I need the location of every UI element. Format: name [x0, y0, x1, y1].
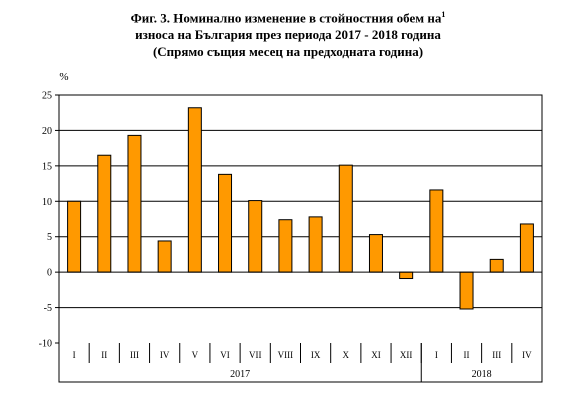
- bar: [368, 234, 383, 273]
- chart-title-footnote-mark: 1: [441, 10, 446, 19]
- bar: [429, 189, 444, 273]
- plot-frame: [58, 94, 543, 383]
- x-tick-label: IV: [522, 350, 532, 360]
- bar: [67, 200, 82, 273]
- bar: [489, 258, 504, 273]
- bar: [519, 223, 534, 273]
- x-tick-label: IV: [160, 350, 170, 360]
- chart-title-line-1-text: Фиг. 3. Номинално изменение в стойностни…: [130, 10, 442, 26]
- x-tick-label: V: [192, 350, 199, 360]
- x-tick-label: III: [130, 350, 139, 360]
- y-tick-label: 15: [42, 161, 52, 172]
- y-tick-label: 5: [47, 232, 52, 243]
- x-tick-label: VII: [249, 350, 262, 360]
- x-tick-label: II: [464, 350, 470, 360]
- bar: [187, 107, 202, 273]
- bar: [97, 154, 112, 273]
- bar: [218, 173, 233, 273]
- bar: [157, 240, 172, 273]
- chart-title: Фиг. 3. Номинално изменение в стойностни…: [0, 6, 576, 60]
- bar: [248, 200, 263, 273]
- bar: [459, 271, 474, 310]
- bar: [399, 271, 414, 280]
- x-tick-label: I: [435, 350, 438, 360]
- y-tick-label: 0: [47, 268, 52, 279]
- x-tick-label: VI: [220, 350, 230, 360]
- y-tick-label: -10: [39, 339, 52, 350]
- bar: [278, 219, 293, 273]
- bar: [338, 164, 353, 273]
- group-label: 2018: [472, 369, 492, 380]
- x-tick-label: II: [101, 350, 107, 360]
- y-tick-label: -5: [44, 303, 52, 314]
- group-label: 2017: [230, 369, 250, 380]
- x-tick-label: X: [343, 350, 350, 360]
- x-tick-label: XI: [371, 350, 381, 360]
- x-tick-label: VIII: [278, 350, 294, 360]
- y-tick-label: 25: [42, 91, 52, 102]
- y-tick-label: 20: [42, 126, 52, 137]
- chart-title-line-2: износа на България през периода 2017 - 2…: [135, 27, 441, 43]
- y-tick-label: 10: [42, 197, 52, 208]
- x-tick-label: IX: [311, 350, 321, 360]
- bars: [67, 107, 534, 310]
- bar: [308, 216, 323, 273]
- y-axis-label: %: [59, 71, 68, 83]
- chart-title-line-1: Фиг. 3. Номинално изменение в стойностни…: [0, 6, 576, 26]
- x-tick-label: XII: [400, 350, 413, 360]
- chart-title-line-3: (Спрямо същия месец на предходната годин…: [152, 44, 424, 60]
- x-tick-label: I: [73, 350, 76, 360]
- x-tick-label: III: [492, 350, 501, 360]
- bar: [127, 134, 142, 273]
